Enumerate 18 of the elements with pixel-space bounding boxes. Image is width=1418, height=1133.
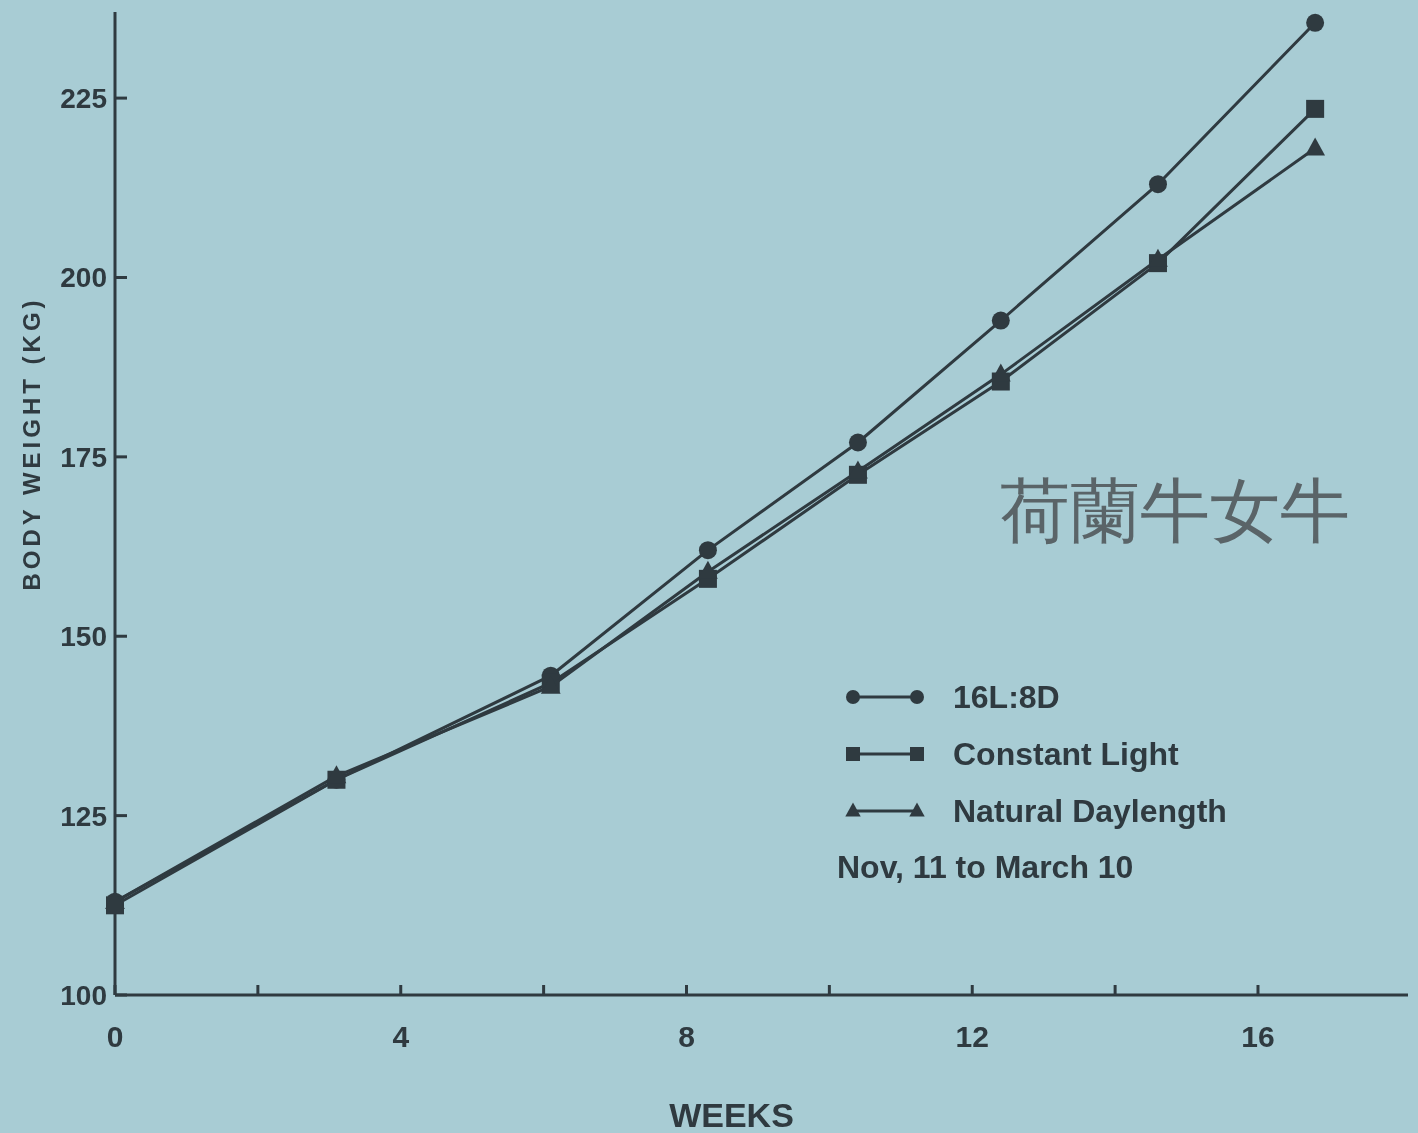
legend-label: Constant Light bbox=[953, 736, 1180, 772]
y-tick-label: 125 bbox=[60, 800, 107, 832]
y-tick-label: 200 bbox=[60, 262, 107, 294]
x-tick-label: 8 bbox=[678, 1020, 695, 1053]
x-tick-label: 0 bbox=[106, 1020, 124, 1053]
x-tick-label: 16 bbox=[1241, 1020, 1275, 1053]
y-tick-label: 175 bbox=[60, 441, 107, 473]
y-tick-label: 150 bbox=[60, 621, 107, 653]
annotation: Nov, 11 to March 10 bbox=[837, 849, 1134, 885]
x-axis-title: WEEKS bbox=[669, 1096, 794, 1133]
x-tick-label: 12 bbox=[955, 1020, 989, 1053]
x-tick-label: 4 bbox=[392, 1020, 410, 1053]
legend-label: Natural Daylength bbox=[953, 793, 1227, 829]
y-tick-label: 225 bbox=[60, 83, 107, 115]
annotation: 荷蘭牛女牛 bbox=[1000, 472, 1350, 550]
legend-label: 16L:8D bbox=[953, 679, 1060, 715]
y-axis-title: BODY WEIGHT (KG) bbox=[18, 296, 45, 591]
y-tick-label: 100 bbox=[60, 980, 107, 1011]
